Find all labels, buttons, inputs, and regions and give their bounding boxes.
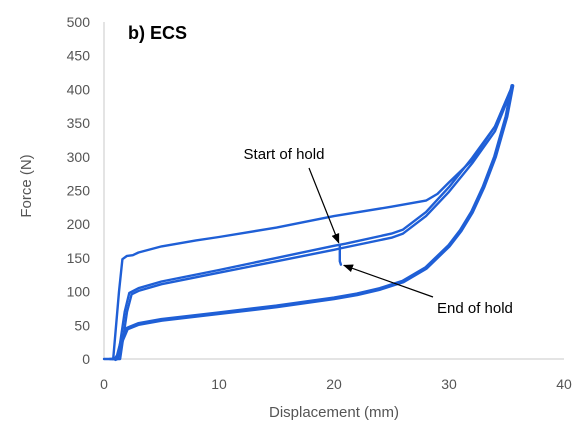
x-tick-label: 0 <box>100 376 108 392</box>
y-tick-label: 450 <box>67 48 91 64</box>
x-tick-label: 40 <box>556 376 572 392</box>
series-line-reloading-1 <box>108 84 514 361</box>
series-line-first-loading <box>102 84 514 361</box>
y-tick-label: 500 <box>67 14 91 30</box>
x-tick-label: 10 <box>211 376 227 392</box>
x-tick-label: 30 <box>441 376 457 392</box>
annotation-end-of-hold: End of hold <box>437 300 513 317</box>
series-line-reloading-2 <box>110 86 514 361</box>
series-group <box>102 84 515 361</box>
y-tick-label: 400 <box>67 81 91 97</box>
y-axis-title: Force (N) <box>18 154 35 217</box>
y-tick-label: 0 <box>82 351 90 367</box>
y-tick-label: 350 <box>67 115 91 131</box>
x-axis-title: Displacement (mm) <box>269 404 399 421</box>
series-line-hold-drop <box>338 244 343 266</box>
y-tick-label: 200 <box>67 216 91 232</box>
series-line-unloading <box>113 84 515 361</box>
x-tick-label: 20 <box>326 376 342 392</box>
annotation-arrow-start <box>308 167 340 244</box>
y-tick-label: 150 <box>67 250 91 266</box>
annotation-start-of-hold: Start of hold <box>244 146 325 163</box>
y-tick-label: 50 <box>74 317 90 333</box>
panel-label: b) ECS <box>128 23 187 43</box>
axes: 0 50 100 150 200 250 300 350 400 450 500 0 10 20 30 40 <box>67 14 572 392</box>
y-tick-label: 300 <box>67 149 91 165</box>
annotations: Start of hold End of hold <box>244 146 513 317</box>
y-tick-label: 250 <box>67 183 91 199</box>
y-tick-label: 100 <box>67 284 91 300</box>
annotation-arrow-end <box>342 264 434 298</box>
